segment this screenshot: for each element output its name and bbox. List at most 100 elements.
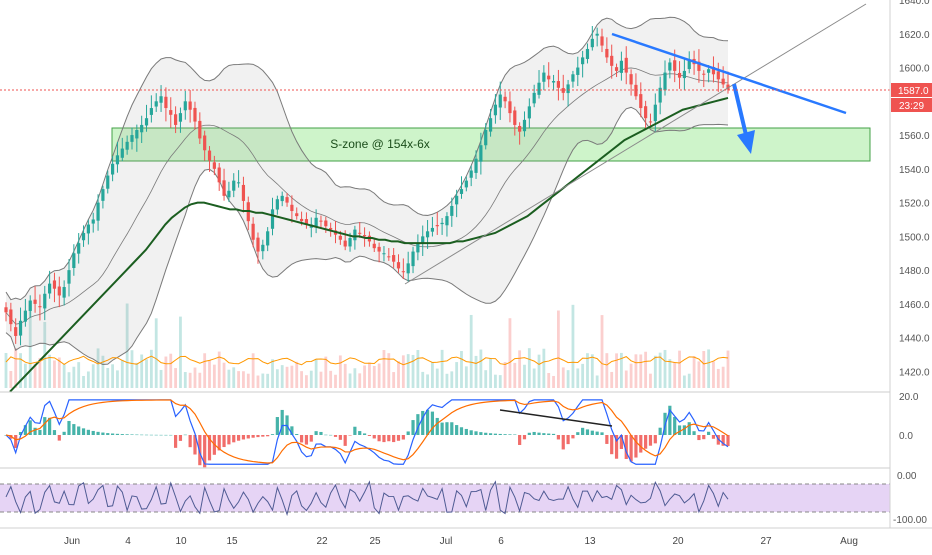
candle-body bbox=[314, 217, 318, 228]
macd-hist-bar bbox=[532, 431, 536, 435]
rsi-band bbox=[0, 484, 890, 512]
macd-hist-bar bbox=[91, 430, 95, 435]
candle-body bbox=[275, 199, 279, 210]
candle-body bbox=[295, 213, 299, 217]
volume-bar bbox=[164, 356, 168, 388]
band-middle bbox=[5, 67, 729, 325]
macd-hist-bar bbox=[169, 434, 173, 436]
candle-body bbox=[459, 189, 464, 194]
volume-bar bbox=[251, 353, 255, 388]
macd-hist-bar bbox=[711, 435, 716, 439]
candle-body bbox=[198, 120, 202, 139]
candle-body bbox=[135, 130, 139, 139]
volume-bar bbox=[363, 365, 366, 388]
volume-bar bbox=[527, 348, 531, 388]
volume-bar bbox=[479, 349, 483, 388]
candle-body bbox=[445, 216, 449, 226]
volume-bar bbox=[130, 350, 134, 388]
volume-bar bbox=[203, 353, 207, 388]
time-axis[interactable]: Jun 4 10 15 22 25 Jul 6 13 20 27 Aug bbox=[0, 527, 932, 547]
macd-hist-bar bbox=[668, 405, 672, 435]
volume-bar bbox=[295, 361, 299, 388]
macd-hist-bar bbox=[450, 422, 454, 435]
rsi-line bbox=[5, 480, 729, 517]
volume-bar bbox=[135, 362, 139, 388]
price-axis[interactable]: 1640.01620.01600.01580.01560.01540.01520… bbox=[889, 0, 932, 528]
macd-hist-bar bbox=[9, 435, 13, 439]
volume-bar bbox=[547, 373, 551, 388]
price-tick-label: 1440.0 bbox=[899, 334, 930, 345]
volume-bar bbox=[435, 368, 439, 388]
candle-body bbox=[522, 119, 527, 132]
macd-hist-bar bbox=[18, 431, 23, 435]
candle-body bbox=[653, 104, 657, 122]
volume-bar bbox=[19, 353, 22, 388]
candle-body bbox=[353, 229, 357, 241]
macd-hist-bar bbox=[348, 435, 352, 436]
macd-hist-bar bbox=[362, 433, 367, 435]
upward-trendline bbox=[404, 3, 867, 285]
volume-bar bbox=[140, 354, 144, 388]
price-tick-label: 1520.0 bbox=[899, 199, 930, 210]
volume-bar bbox=[256, 375, 260, 388]
candle-body bbox=[726, 84, 730, 90]
candlesticks bbox=[4, 25, 730, 346]
candle-body bbox=[256, 237, 260, 252]
volume-bar bbox=[595, 375, 599, 388]
candle-body bbox=[362, 235, 367, 237]
candle-body bbox=[111, 163, 115, 175]
candle-body bbox=[81, 232, 86, 241]
volume-bar bbox=[101, 355, 105, 388]
macd-hist-bar bbox=[299, 435, 304, 443]
candle-body bbox=[38, 306, 42, 308]
macd-hist-bar bbox=[52, 430, 57, 435]
band-upper bbox=[5, 16, 729, 301]
macd-hist-bar bbox=[653, 435, 657, 444]
candle-body bbox=[212, 162, 216, 169]
volume-bar bbox=[179, 316, 182, 388]
macd-hist-bar bbox=[585, 429, 590, 435]
macd-hist-bar bbox=[207, 435, 212, 461]
candle-body bbox=[101, 189, 105, 201]
macd-hist-bar bbox=[682, 425, 686, 435]
candle-body bbox=[86, 224, 90, 234]
candle-body bbox=[217, 167, 221, 183]
macd-hist-bar bbox=[561, 435, 565, 450]
macd-tick-0: 0.0 bbox=[899, 431, 913, 442]
candle-body bbox=[697, 61, 701, 71]
candle-body bbox=[52, 280, 57, 289]
candle-body bbox=[493, 104, 498, 116]
candle-body bbox=[668, 62, 672, 71]
price-tick-label: 1600.0 bbox=[899, 64, 930, 75]
macd-panel[interactable] bbox=[0, 391, 890, 468]
macd-hist-bar bbox=[508, 434, 512, 435]
volume-bar bbox=[610, 371, 614, 388]
candle-body bbox=[658, 87, 662, 103]
candle-body bbox=[687, 60, 691, 70]
candle-body bbox=[14, 327, 18, 336]
volume-bar bbox=[503, 362, 507, 388]
price-panel[interactable]: S-zone @ 154x-6x bbox=[0, 0, 890, 393]
candle-body bbox=[115, 155, 120, 165]
macd-hist-bar bbox=[72, 424, 76, 435]
candle-body bbox=[411, 251, 415, 267]
volume-bar bbox=[309, 370, 313, 388]
macd-hist-bar bbox=[581, 427, 585, 435]
volume-bar bbox=[91, 364, 95, 388]
band-lower bbox=[5, 106, 729, 365]
volume-bar bbox=[440, 349, 444, 388]
rsi-panel[interactable] bbox=[0, 467, 890, 517]
macd-hist-bar bbox=[600, 432, 604, 435]
candle-body bbox=[707, 69, 711, 73]
candle-body bbox=[561, 88, 565, 93]
macd-hist-bar bbox=[687, 422, 691, 435]
volume-bar bbox=[721, 366, 725, 388]
candle-body bbox=[33, 299, 37, 304]
macd-hist-bar bbox=[338, 435, 342, 440]
macd-hist-bar bbox=[551, 433, 556, 435]
candle-body bbox=[183, 101, 187, 111]
volume-bar bbox=[421, 371, 425, 388]
volume-bar bbox=[474, 355, 478, 388]
volume-bar bbox=[615, 353, 618, 388]
